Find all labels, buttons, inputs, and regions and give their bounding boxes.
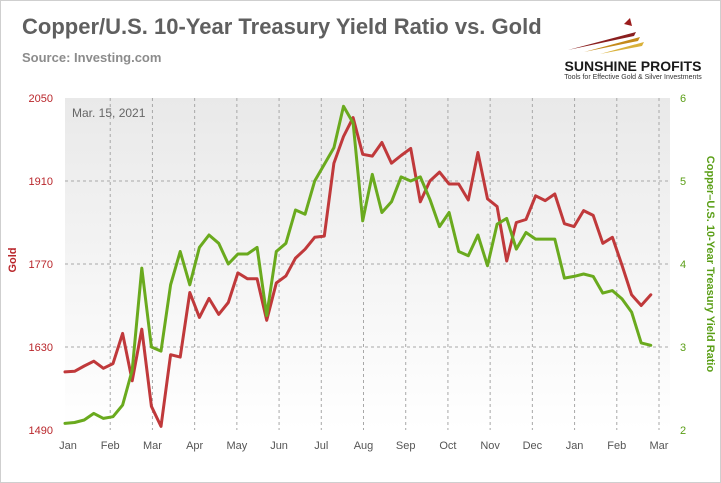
y-right-tick-label: 4 [680,259,686,271]
x-tick-label: Feb [101,440,120,452]
x-tick-label: Mar [650,440,669,452]
y-right-tick-label: 2 [680,425,686,437]
y-left-tick-label: 1910 [29,176,53,188]
y-right-tick-label: 6 [680,93,686,105]
x-axis: Jan Feb Mar Apr May Jun Jul Aug Sep Oct Nov Dec Jan F… [59,440,669,452]
x-tick-label: Jun [270,440,288,452]
x-tick-label: Oct [439,440,456,452]
gold-series-line [63,116,653,428]
logo-tagline: Tools for Effective Gold & Silver Invest… [564,74,702,81]
y-left-tick-label: 1630 [29,342,53,354]
x-tick-label: Aug [354,440,374,452]
x-tick-label: Sep [396,440,416,452]
logo-name: SUNSHINE PROFITS [564,58,702,74]
sunshine-rays-logo-icon [568,18,644,54]
x-tick-label: Nov [480,440,500,452]
x-tick-label: Feb [607,440,626,452]
y-axis-left: 2050 1910 1770 1630 1490 [29,93,53,437]
y-left-tick-label: 1490 [29,425,53,437]
series-group [63,104,653,428]
x-tick-label: Apr [186,440,203,452]
x-tick-label: Mar [143,440,162,452]
chart-title: Copper/U.S. 10-Year Treasury Yield Ratio… [22,14,542,39]
x-tick-label: May [226,440,247,452]
x-tick-label: Jan [566,440,584,452]
date-annotation: Mar. 15, 2021 [72,106,146,120]
chart-source: Source: Investing.com [22,50,162,65]
y-axis-right-label: Copper–U.S. 10-Year Treasury Yield Ratio [704,156,716,373]
y-left-tick-label: 1770 [29,259,53,271]
x-tick-label: Jan [59,440,77,452]
y-right-tick-label: 3 [680,342,686,354]
sunshine-profits-logo: SUNSHINE PROFITS Tools for Effective Gol… [548,10,708,88]
y-right-tick-label: 5 [680,176,686,188]
y-left-tick-label: 2050 [29,93,53,105]
y-axis-left-label: Gold [7,247,19,272]
ratio-series-line [63,104,653,425]
x-tick-label: Jul [314,440,328,452]
x-tick-label: Dec [523,440,543,452]
y-axis-right: 6 5 4 3 2 [680,93,686,437]
